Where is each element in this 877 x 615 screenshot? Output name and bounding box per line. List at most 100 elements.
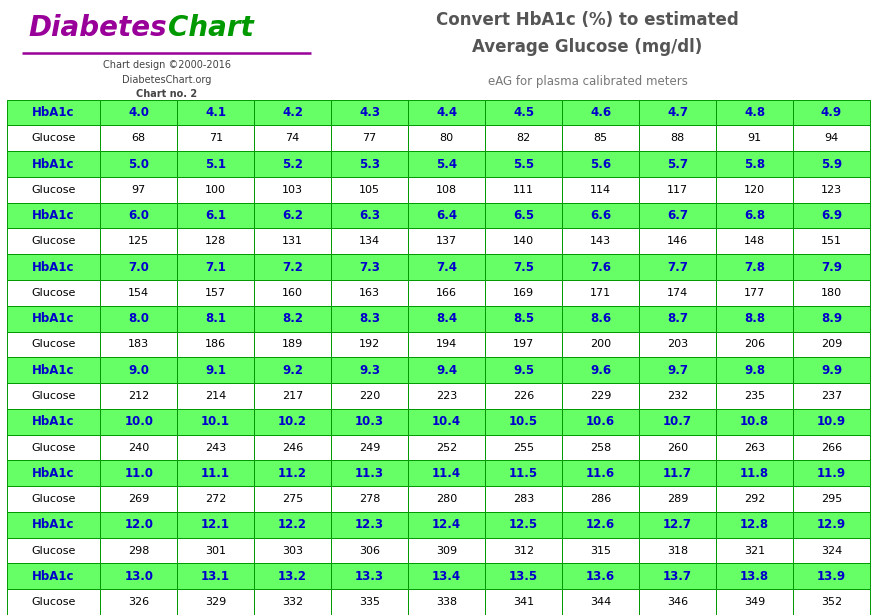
Bar <box>639 125 716 151</box>
Bar <box>485 306 562 331</box>
Text: 82: 82 <box>517 133 531 143</box>
Text: 71: 71 <box>209 133 223 143</box>
Bar <box>100 229 177 254</box>
Bar <box>177 563 254 589</box>
Text: 94: 94 <box>824 133 838 143</box>
Text: 5.7: 5.7 <box>667 157 688 170</box>
Text: 223: 223 <box>436 391 457 401</box>
Bar <box>639 589 716 615</box>
Text: 220: 220 <box>359 391 381 401</box>
Text: 237: 237 <box>821 391 842 401</box>
Text: 4.9: 4.9 <box>821 106 842 119</box>
Bar <box>408 203 485 228</box>
Bar <box>177 306 254 331</box>
Text: 10.2: 10.2 <box>278 415 307 428</box>
Bar <box>177 177 254 203</box>
Text: 183: 183 <box>128 339 149 349</box>
Bar <box>100 331 177 357</box>
Text: 12.1: 12.1 <box>201 518 230 531</box>
Text: Chart no. 2: Chart no. 2 <box>136 89 197 98</box>
Text: 7.1: 7.1 <box>205 261 226 274</box>
Text: Glucose: Glucose <box>32 288 75 298</box>
Bar <box>100 563 177 589</box>
Text: 192: 192 <box>359 339 381 349</box>
Bar <box>408 100 485 125</box>
Text: 103: 103 <box>282 185 303 195</box>
Text: 335: 335 <box>360 597 380 607</box>
Bar <box>485 100 562 125</box>
Bar <box>177 280 254 306</box>
Bar <box>408 280 485 306</box>
Bar <box>793 435 870 461</box>
Bar <box>254 229 332 254</box>
Bar <box>562 254 639 280</box>
Text: 266: 266 <box>821 443 842 453</box>
Bar <box>639 229 716 254</box>
Text: 6.5: 6.5 <box>513 209 534 222</box>
Bar <box>716 229 793 254</box>
Bar <box>716 563 793 589</box>
Text: HbA1c: HbA1c <box>32 312 75 325</box>
Bar <box>716 538 793 563</box>
Bar <box>485 435 562 461</box>
Bar <box>177 461 254 486</box>
Bar <box>793 306 870 331</box>
Bar <box>562 538 639 563</box>
Text: 5.1: 5.1 <box>205 157 226 170</box>
Bar <box>793 280 870 306</box>
Text: 7.5: 7.5 <box>513 261 534 274</box>
Bar <box>408 563 485 589</box>
Bar <box>332 331 408 357</box>
Text: 6.9: 6.9 <box>821 209 842 222</box>
Bar <box>716 254 793 280</box>
Text: Glucose: Glucose <box>32 546 75 555</box>
Bar <box>485 280 562 306</box>
Text: 6.7: 6.7 <box>667 209 688 222</box>
Text: 6.3: 6.3 <box>360 209 380 222</box>
Text: 12.0: 12.0 <box>125 518 153 531</box>
Bar <box>408 383 485 409</box>
Text: 11.2: 11.2 <box>278 467 307 480</box>
Text: 11.6: 11.6 <box>586 467 615 480</box>
Text: 5.3: 5.3 <box>360 157 380 170</box>
Bar <box>562 383 639 409</box>
Text: 5.5: 5.5 <box>513 157 534 170</box>
Text: 8.8: 8.8 <box>744 312 765 325</box>
Bar <box>408 306 485 331</box>
Text: 5.2: 5.2 <box>282 157 303 170</box>
Bar <box>639 203 716 228</box>
Text: 10.9: 10.9 <box>817 415 846 428</box>
Bar <box>716 512 793 538</box>
Text: 10.6: 10.6 <box>586 415 615 428</box>
Bar <box>177 331 254 357</box>
Text: 13.4: 13.4 <box>432 570 461 583</box>
Bar <box>793 563 870 589</box>
Bar <box>332 486 408 512</box>
Bar <box>100 125 177 151</box>
Text: 5.0: 5.0 <box>128 157 149 170</box>
Text: 111: 111 <box>513 185 534 195</box>
Text: 6.6: 6.6 <box>590 209 611 222</box>
Bar <box>793 151 870 177</box>
Text: 11.3: 11.3 <box>355 467 384 480</box>
Bar <box>793 254 870 280</box>
Text: 4.0: 4.0 <box>128 106 149 119</box>
Text: 312: 312 <box>513 546 534 555</box>
Bar <box>7 177 100 203</box>
Bar <box>7 486 100 512</box>
Bar <box>485 229 562 254</box>
Bar <box>177 409 254 435</box>
Text: 226: 226 <box>513 391 534 401</box>
Text: 143: 143 <box>590 236 611 247</box>
Bar <box>485 563 562 589</box>
Text: 105: 105 <box>360 185 380 195</box>
Text: 97: 97 <box>132 185 146 195</box>
Bar <box>177 589 254 615</box>
Bar <box>332 229 408 254</box>
Text: 91: 91 <box>747 133 761 143</box>
Text: 275: 275 <box>282 494 303 504</box>
Bar <box>408 461 485 486</box>
Bar <box>562 512 639 538</box>
Bar <box>562 409 639 435</box>
Text: Glucose: Glucose <box>32 236 75 247</box>
